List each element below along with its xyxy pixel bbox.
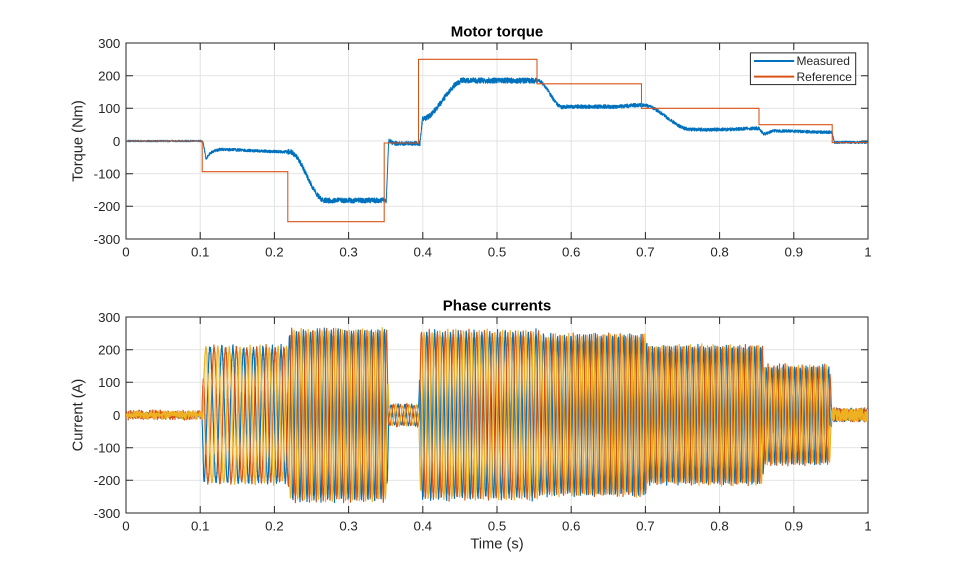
svg-text:-300: -300 — [94, 506, 121, 521]
svg-text:0.8: 0.8 — [710, 519, 729, 534]
svg-text:100: 100 — [98, 375, 120, 390]
svg-text:0.8: 0.8 — [710, 245, 729, 260]
svg-text:0.7: 0.7 — [636, 245, 655, 260]
svg-text:1: 1 — [864, 245, 871, 260]
svg-text:200: 200 — [98, 68, 120, 83]
svg-text:0.6: 0.6 — [562, 519, 581, 534]
svg-text:200: 200 — [98, 342, 120, 357]
svg-text:0: 0 — [122, 519, 129, 534]
svg-text:0.6: 0.6 — [562, 245, 581, 260]
svg-text:Time (s): Time (s) — [470, 536, 523, 552]
svg-text:-300: -300 — [94, 232, 121, 247]
svg-text:Reference: Reference — [797, 70, 853, 84]
svg-text:-100: -100 — [94, 440, 121, 455]
svg-text:0.2: 0.2 — [265, 519, 284, 534]
svg-text:Measured: Measured — [797, 54, 850, 68]
svg-text:0.4: 0.4 — [414, 245, 433, 260]
svg-text:0.9: 0.9 — [785, 519, 804, 534]
svg-text:0: 0 — [122, 245, 129, 260]
svg-text:300: 300 — [98, 310, 120, 325]
svg-text:1: 1 — [864, 519, 871, 534]
svg-text:0: 0 — [113, 408, 120, 423]
svg-text:-100: -100 — [94, 166, 121, 181]
svg-text:Current (A): Current (A) — [70, 379, 86, 452]
svg-text:0.9: 0.9 — [785, 245, 804, 260]
svg-text:100: 100 — [98, 101, 120, 116]
svg-text:0.5: 0.5 — [488, 245, 507, 260]
svg-text:-200: -200 — [94, 199, 121, 214]
svg-text:0.1: 0.1 — [191, 245, 210, 260]
svg-text:0: 0 — [113, 134, 120, 149]
svg-text:0.5: 0.5 — [488, 519, 507, 534]
svg-text:0.4: 0.4 — [414, 519, 433, 534]
svg-text:-200: -200 — [94, 473, 121, 488]
svg-text:0.3: 0.3 — [339, 519, 358, 534]
svg-text:0.3: 0.3 — [339, 245, 358, 260]
svg-text:0.2: 0.2 — [265, 245, 284, 260]
svg-text:300: 300 — [98, 36, 120, 51]
svg-text:Torque (Nm): Torque (Nm) — [70, 100, 86, 182]
svg-text:0.7: 0.7 — [636, 519, 655, 534]
svg-text:0.1: 0.1 — [191, 519, 210, 534]
svg-text:Phase currents: Phase currents — [443, 298, 551, 315]
svg-text:Motor torque: Motor torque — [451, 24, 543, 41]
